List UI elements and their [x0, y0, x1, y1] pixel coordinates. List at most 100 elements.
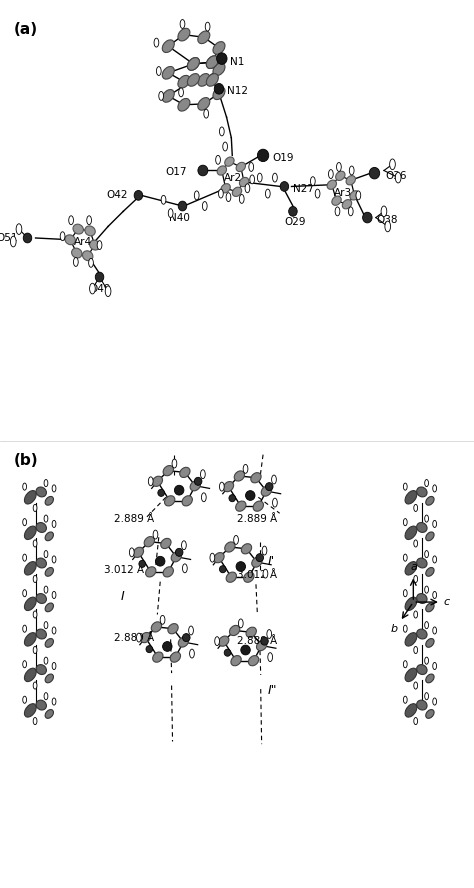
- Circle shape: [148, 477, 153, 486]
- Text: I': I': [268, 555, 275, 567]
- Circle shape: [239, 194, 244, 203]
- Ellipse shape: [405, 632, 417, 646]
- Circle shape: [159, 91, 164, 100]
- Ellipse shape: [36, 629, 46, 639]
- Circle shape: [348, 207, 353, 216]
- Circle shape: [90, 283, 95, 294]
- Text: Ar3: Ar3: [334, 187, 352, 198]
- Text: Ar4: Ar4: [74, 237, 92, 248]
- Circle shape: [44, 551, 48, 558]
- Circle shape: [328, 170, 333, 178]
- Ellipse shape: [246, 627, 256, 638]
- Circle shape: [433, 556, 437, 563]
- Circle shape: [105, 286, 111, 297]
- Circle shape: [414, 682, 418, 689]
- Circle shape: [137, 633, 141, 642]
- Circle shape: [250, 175, 255, 184]
- Text: O49: O49: [90, 283, 111, 294]
- Ellipse shape: [256, 640, 267, 651]
- Circle shape: [44, 657, 48, 664]
- Circle shape: [219, 482, 224, 491]
- Ellipse shape: [405, 703, 417, 718]
- Text: O36: O36: [385, 170, 406, 181]
- Circle shape: [153, 530, 158, 539]
- Circle shape: [33, 682, 37, 689]
- Circle shape: [223, 142, 228, 151]
- Ellipse shape: [244, 572, 254, 583]
- Circle shape: [433, 591, 437, 599]
- Circle shape: [425, 515, 428, 522]
- Text: 3.012 Å: 3.012 Å: [237, 570, 277, 581]
- Circle shape: [52, 485, 56, 492]
- Ellipse shape: [90, 240, 100, 250]
- Circle shape: [161, 195, 166, 204]
- Circle shape: [414, 646, 418, 654]
- Circle shape: [216, 155, 220, 164]
- Ellipse shape: [261, 486, 272, 496]
- Ellipse shape: [336, 171, 345, 180]
- Circle shape: [263, 569, 268, 578]
- Ellipse shape: [95, 272, 104, 282]
- Ellipse shape: [261, 638, 268, 645]
- Ellipse shape: [426, 638, 434, 647]
- Ellipse shape: [257, 149, 269, 162]
- Text: I: I: [121, 591, 125, 603]
- Circle shape: [156, 67, 161, 75]
- Ellipse shape: [221, 184, 230, 193]
- Ellipse shape: [152, 476, 163, 487]
- Ellipse shape: [369, 167, 380, 179]
- Text: c: c: [443, 597, 449, 607]
- Circle shape: [52, 662, 56, 670]
- Ellipse shape: [332, 196, 341, 205]
- Ellipse shape: [214, 83, 224, 94]
- Ellipse shape: [73, 224, 83, 234]
- Circle shape: [201, 470, 205, 479]
- Ellipse shape: [236, 501, 246, 511]
- Ellipse shape: [417, 487, 427, 497]
- Circle shape: [425, 551, 428, 558]
- Text: (b): (b): [14, 453, 39, 468]
- Circle shape: [349, 166, 354, 175]
- Circle shape: [44, 586, 48, 593]
- Ellipse shape: [178, 28, 190, 41]
- Circle shape: [403, 625, 407, 632]
- Ellipse shape: [417, 664, 427, 675]
- Text: b: b: [391, 624, 398, 634]
- Circle shape: [69, 216, 73, 225]
- Ellipse shape: [23, 234, 32, 243]
- Circle shape: [272, 475, 276, 484]
- Circle shape: [23, 625, 27, 632]
- Ellipse shape: [178, 637, 189, 647]
- Ellipse shape: [36, 487, 46, 497]
- Ellipse shape: [225, 157, 234, 166]
- Text: N27: N27: [293, 184, 314, 194]
- Ellipse shape: [213, 63, 225, 75]
- Ellipse shape: [234, 471, 245, 481]
- Circle shape: [23, 661, 27, 668]
- Ellipse shape: [280, 182, 289, 192]
- Ellipse shape: [180, 467, 190, 478]
- Circle shape: [268, 653, 273, 662]
- Ellipse shape: [45, 496, 54, 505]
- Ellipse shape: [226, 572, 237, 583]
- Text: I": I": [268, 685, 277, 697]
- Ellipse shape: [178, 75, 190, 88]
- Ellipse shape: [168, 623, 178, 634]
- Circle shape: [172, 459, 177, 468]
- Ellipse shape: [248, 655, 259, 666]
- Ellipse shape: [36, 522, 46, 533]
- Ellipse shape: [146, 646, 153, 653]
- Ellipse shape: [214, 552, 224, 563]
- Ellipse shape: [219, 636, 229, 646]
- Text: O17: O17: [166, 167, 187, 178]
- Ellipse shape: [45, 638, 54, 647]
- Circle shape: [403, 661, 407, 668]
- Ellipse shape: [45, 567, 54, 576]
- Circle shape: [52, 556, 56, 563]
- Text: Ar2: Ar2: [224, 172, 242, 183]
- Ellipse shape: [72, 248, 82, 258]
- Circle shape: [403, 519, 407, 526]
- Ellipse shape: [213, 87, 225, 99]
- Circle shape: [189, 626, 193, 635]
- Text: N1: N1: [230, 57, 244, 67]
